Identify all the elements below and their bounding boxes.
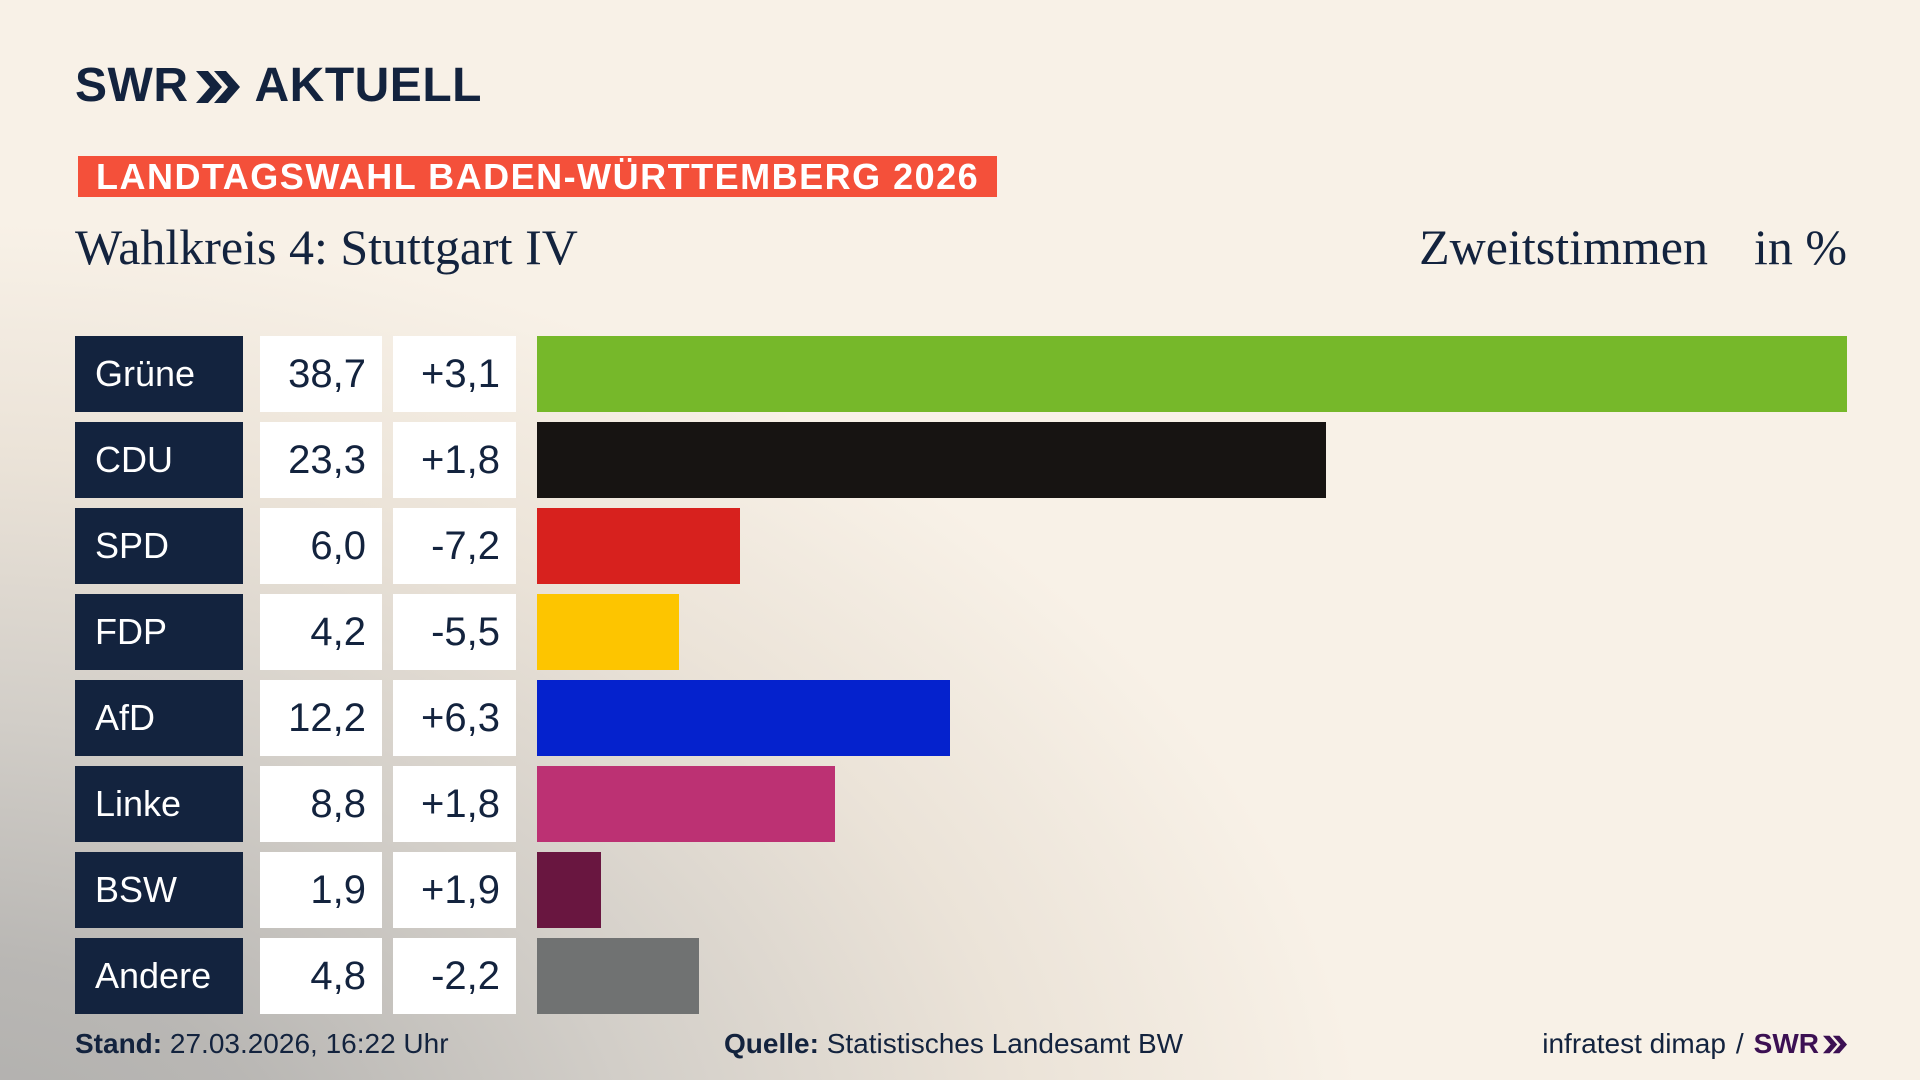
vote-share-value: 38,7 — [260, 336, 382, 412]
unit-label: in % — [1753, 219, 1847, 275]
spacer — [243, 336, 260, 412]
table-row: Grüne 38,7 +3,1 — [75, 336, 1847, 412]
table-row: SPD 6,0 -7,2 — [75, 508, 1847, 584]
credit-text: infratest dimap — [1542, 1028, 1726, 1059]
spacer — [243, 594, 260, 670]
result-bar — [537, 852, 602, 928]
vote-change-value: +1,8 — [393, 422, 516, 498]
vote-change-value: +1,8 — [393, 766, 516, 842]
table-row: AfD 12,2 +6,3 — [75, 680, 1847, 756]
swr-credit-chevrons-icon — [1823, 1035, 1847, 1054]
vote-change-value: -5,5 — [393, 594, 516, 670]
quelle-value: Statistisches Landesamt BW — [826, 1028, 1184, 1059]
vote-change-value: +6,3 — [393, 680, 516, 756]
footer: Stand: 27.03.2026, 16:22 Uhr Quelle: Sta… — [75, 1028, 1847, 1068]
vote-share-value: 1,9 — [260, 852, 382, 928]
vote-type-label: Zweitstimmen — [1419, 219, 1708, 275]
title-row: Wahlkreis 4: Stuttgart IV Zweitstimmen i… — [75, 218, 1847, 276]
result-bar — [537, 422, 1326, 498]
vote-share-value: 8,8 — [260, 766, 382, 842]
vote-share-value: 4,8 — [260, 938, 382, 1014]
aktuell-logo-text: AKTUELL — [254, 59, 482, 112]
stand-value: 27.03.2026, 16:22 Uhr — [169, 1028, 449, 1059]
vote-type-header: Zweitstimmen in % — [1419, 218, 1847, 276]
swr-aktuell-logo: SWR AKTUELL — [75, 60, 482, 112]
vote-change-value: -2,2 — [393, 938, 516, 1014]
party-label: FDP — [75, 594, 243, 670]
spacer — [382, 680, 393, 756]
vote-share-value: 23,3 — [260, 422, 382, 498]
stand-label: Stand: — [75, 1028, 163, 1059]
quelle-label: Quelle: — [724, 1028, 819, 1059]
vote-share-value: 4,2 — [260, 594, 382, 670]
result-bar — [537, 508, 741, 584]
spacer — [243, 766, 260, 842]
swr-chevrons-icon — [196, 70, 241, 104]
spacer — [516, 852, 537, 928]
table-row: CDU 23,3 +1,8 — [75, 422, 1847, 498]
party-label: Andere — [75, 938, 243, 1014]
table-row: BSW 1,9 +1,9 — [75, 852, 1847, 928]
result-bar — [537, 680, 950, 756]
party-label: SPD — [75, 508, 243, 584]
source-note: Quelle: Statistisches Landesamt BW — [724, 1028, 1183, 1060]
table-row: Linke 8,8 +1,8 — [75, 766, 1847, 842]
spacer — [382, 766, 393, 842]
vote-share-value: 6,0 — [260, 508, 382, 584]
party-label: Grüne — [75, 336, 243, 412]
party-label: AfD — [75, 680, 243, 756]
party-label: BSW — [75, 852, 243, 928]
swr-logo-text: SWR — [75, 59, 189, 112]
table-row: FDP 4,2 -5,5 — [75, 594, 1847, 670]
spacer — [516, 766, 537, 842]
spacer — [516, 336, 537, 412]
spacer — [516, 508, 537, 584]
spacer — [382, 508, 393, 584]
vote-change-value: +1,9 — [393, 852, 516, 928]
party-label: CDU — [75, 422, 243, 498]
election-banner: LANDTAGSWAHL BADEN-WÜRTTEMBERG 2026 — [78, 156, 998, 197]
vote-change-value: -7,2 — [393, 508, 516, 584]
swr-credit-logo: SWR — [1754, 1028, 1847, 1060]
result-bar — [537, 594, 680, 670]
spacer — [382, 594, 393, 670]
page-title: Wahlkreis 4: Stuttgart IV — [75, 219, 578, 275]
party-label: Linke — [75, 766, 243, 842]
spacer — [243, 508, 260, 584]
spacer — [382, 336, 393, 412]
spacer — [516, 680, 537, 756]
spacer — [382, 852, 393, 928]
spacer — [382, 938, 393, 1014]
spacer — [243, 938, 260, 1014]
swr-credit-text: SWR — [1753, 1028, 1819, 1059]
spacer — [243, 422, 260, 498]
table-row: Andere 4,8 -2,2 — [75, 938, 1847, 1014]
result-bar — [537, 336, 1847, 412]
status-timestamp: Stand: 27.03.2026, 16:22 Uhr — [75, 1028, 449, 1060]
credit-separator: / — [1735, 1028, 1744, 1059]
spacer — [243, 852, 260, 928]
result-bar — [537, 766, 835, 842]
chart-rows: Grüne 38,7 +3,1 CDU 23,3 +1,8 SPD 6,0 -7… — [75, 336, 1847, 1024]
vote-share-value: 12,2 — [260, 680, 382, 756]
spacer — [516, 938, 537, 1014]
credit-note: infratest dimap / SWR — [1542, 1028, 1847, 1060]
spacer — [516, 594, 537, 670]
vote-change-value: +3,1 — [393, 336, 516, 412]
result-bar — [537, 938, 700, 1014]
spacer — [382, 422, 393, 498]
spacer — [516, 422, 537, 498]
spacer — [243, 680, 260, 756]
